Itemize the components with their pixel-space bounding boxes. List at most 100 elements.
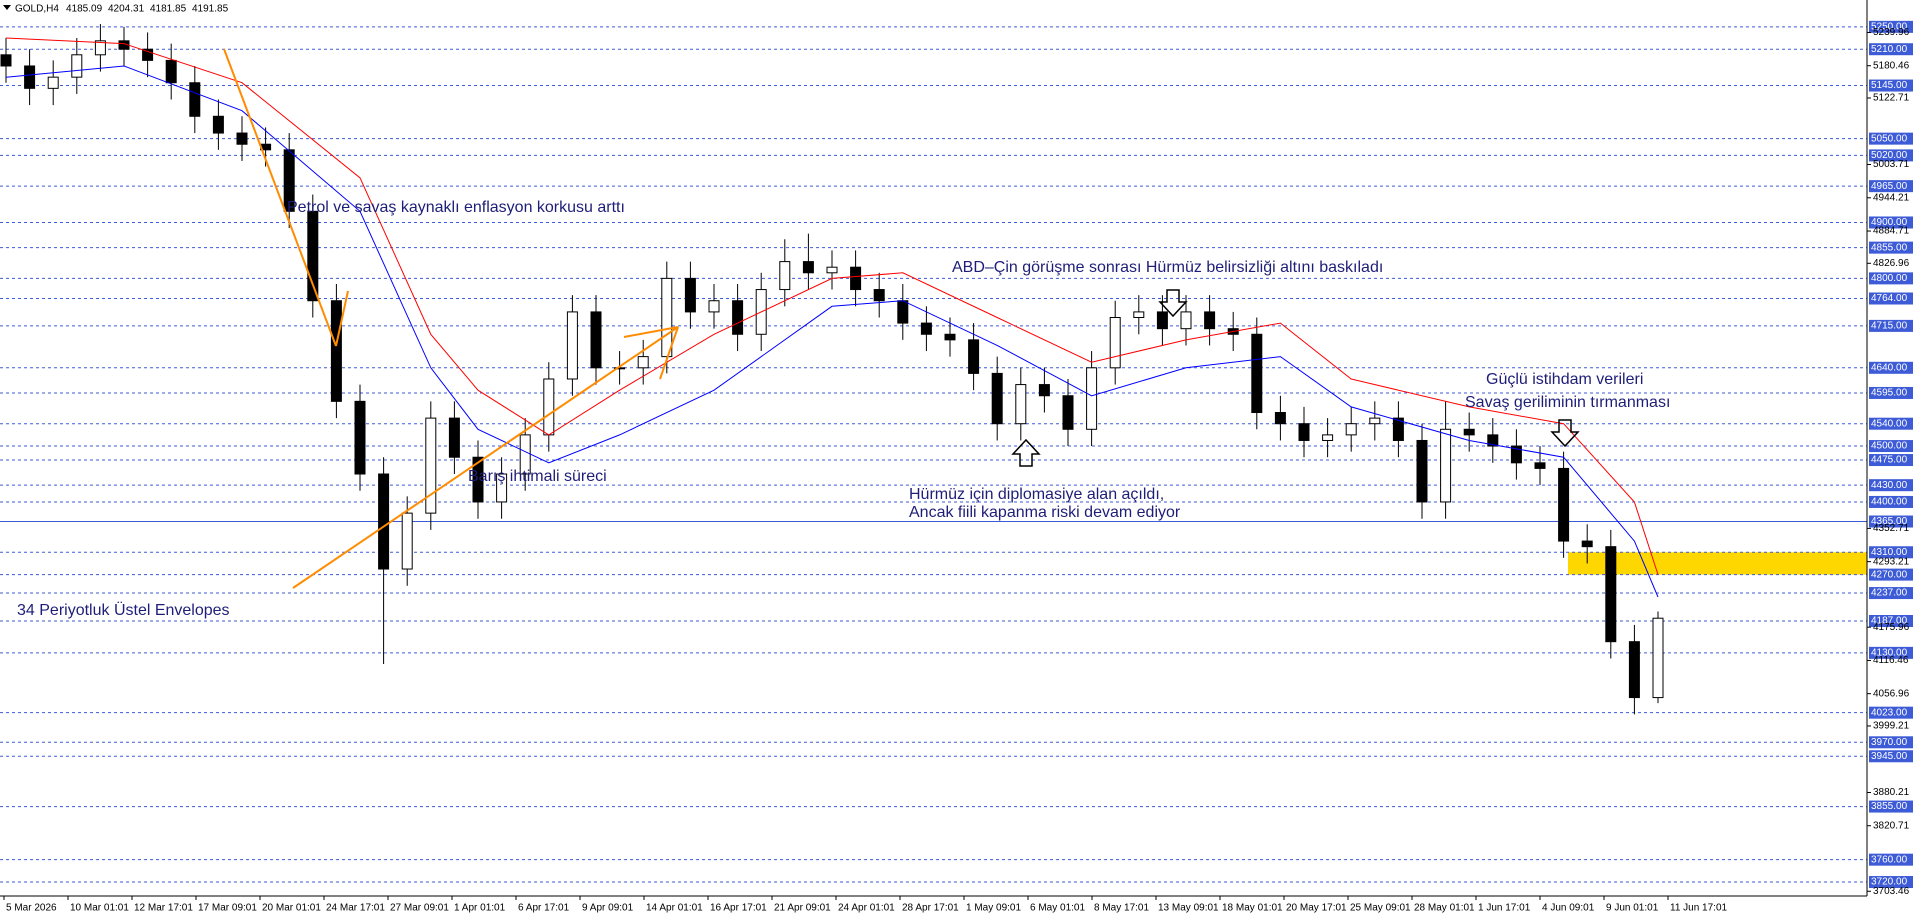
x-tick-label: 21 Apr 09:01 xyxy=(774,903,831,914)
y-tick-label: 5122.71 xyxy=(1873,93,1910,104)
x-tick-label: 14 Apr 01:01 xyxy=(646,903,703,914)
x-tick-label: 20 Mar 01:01 xyxy=(262,903,321,914)
candle-body xyxy=(566,311,578,380)
y-tick-label: 3703.46 xyxy=(1873,886,1910,897)
candle-body xyxy=(1204,311,1216,330)
ohlc: 4181.85 xyxy=(150,4,187,15)
arrow xyxy=(292,326,679,589)
candle-body xyxy=(1440,428,1452,503)
symbol: GOLD,H4 xyxy=(15,4,59,15)
level-label: 4640.00 xyxy=(1871,362,1908,373)
level-label-box xyxy=(1869,853,1913,866)
candle-body xyxy=(1487,434,1499,447)
candle-body xyxy=(543,378,555,436)
candle-body xyxy=(590,311,602,369)
arrow xyxy=(659,326,679,380)
level-label-box xyxy=(1869,479,1913,492)
y-tick-label: 3880.21 xyxy=(1873,787,1910,798)
candle-body xyxy=(1322,434,1334,441)
level-label-box xyxy=(1869,386,1913,399)
arrow xyxy=(223,48,337,347)
level-label-box xyxy=(1869,876,1913,889)
level-label-box xyxy=(1869,495,1913,508)
annotation: Barış ihtimali süreci xyxy=(468,468,607,485)
candle-body xyxy=(873,289,885,302)
zone xyxy=(1568,552,1867,575)
level-label-box xyxy=(1869,736,1913,749)
candle-body xyxy=(1392,417,1404,441)
ohlc: 4204.31 xyxy=(108,4,145,15)
candle-body xyxy=(1416,439,1428,503)
candle-body xyxy=(1274,412,1286,425)
candle-body xyxy=(1251,333,1263,414)
level-label-box xyxy=(1869,292,1913,305)
annotation: Hürmüz için diplomasiye alan açıldı, xyxy=(909,486,1164,503)
level-label-box xyxy=(1869,440,1913,453)
candle-body xyxy=(1558,467,1570,542)
annotation: Savaş geriliminin tırmanması xyxy=(1465,394,1670,411)
level-label: 4800.00 xyxy=(1871,273,1908,284)
level-label-box xyxy=(1869,587,1913,600)
level-label: 5210.00 xyxy=(1871,44,1908,55)
level-label-box xyxy=(1869,272,1913,285)
level-label: 5145.00 xyxy=(1871,80,1908,91)
candle-body xyxy=(472,456,484,503)
level-label: 4270.00 xyxy=(1871,569,1908,580)
level-label-box xyxy=(1869,241,1913,254)
y-tick-label: 4056.96 xyxy=(1873,688,1910,699)
candle-body xyxy=(1062,395,1074,430)
level-label-box xyxy=(1869,132,1913,145)
x-tick-label: 9 Apr 09:01 xyxy=(582,903,634,914)
level-label: 4365.00 xyxy=(1871,516,1908,527)
level-label: 4130.00 xyxy=(1871,648,1908,659)
hollow-arrow-up xyxy=(1011,438,1041,467)
y-tick-label: 3820.71 xyxy=(1873,820,1910,831)
level-label-box xyxy=(1869,706,1913,719)
level-label-box xyxy=(1869,417,1913,430)
candle-body xyxy=(1298,423,1310,441)
candle-body xyxy=(236,132,248,145)
y-tick-label: 4884.71 xyxy=(1873,226,1910,237)
candle-body xyxy=(1133,311,1145,319)
level-label: 3720.00 xyxy=(1871,877,1908,888)
x-tick-label: 27 Mar 09:01 xyxy=(390,903,449,914)
level-label: 5020.00 xyxy=(1871,150,1908,161)
candle-body xyxy=(661,277,673,358)
candle-body xyxy=(1652,617,1664,699)
level-label-box xyxy=(1869,149,1913,162)
y-tick-label: 4116.46 xyxy=(1873,655,1909,666)
level-label: 5050.00 xyxy=(1871,133,1908,144)
candle-body xyxy=(1086,367,1098,430)
candle-body xyxy=(1038,384,1050,397)
x-tick-label: 5 Mar 2026 xyxy=(6,903,57,914)
level-label-box xyxy=(1869,646,1913,659)
candle-body xyxy=(283,149,295,212)
level-label: 4900.00 xyxy=(1871,217,1908,228)
x-tick-label: 1 May 09:01 xyxy=(966,903,1021,914)
candle-body xyxy=(448,417,460,458)
level-label: 4187.00 xyxy=(1871,616,1908,627)
level-label: 4500.00 xyxy=(1871,441,1908,452)
menu-triangle xyxy=(3,5,11,10)
candle-body xyxy=(1180,311,1192,330)
candle-body xyxy=(165,59,177,84)
candle-body xyxy=(732,300,744,335)
x-tick-label: 13 May 09:01 xyxy=(1158,903,1219,914)
candle-body xyxy=(425,417,437,514)
y-tick-label: 5180.46 xyxy=(1873,60,1910,71)
level-label: 4237.00 xyxy=(1871,588,1908,599)
x-tick-label: 28 May 01:01 xyxy=(1414,903,1475,914)
level-label: 4310.00 xyxy=(1871,547,1908,558)
candle-body xyxy=(684,277,696,313)
candle-body xyxy=(71,54,83,78)
candle-body xyxy=(378,473,390,570)
arrow xyxy=(335,290,349,347)
ohlc: 4185.09 xyxy=(66,4,103,15)
level-label-box xyxy=(1869,43,1913,56)
level-label: 3855.00 xyxy=(1871,801,1908,812)
candle-body xyxy=(94,40,106,56)
candle-body xyxy=(1015,384,1027,425)
level-label: 4023.00 xyxy=(1871,707,1908,718)
y-tick-label: 4293.21 xyxy=(1873,556,1910,567)
level-label-box xyxy=(1869,615,1913,628)
